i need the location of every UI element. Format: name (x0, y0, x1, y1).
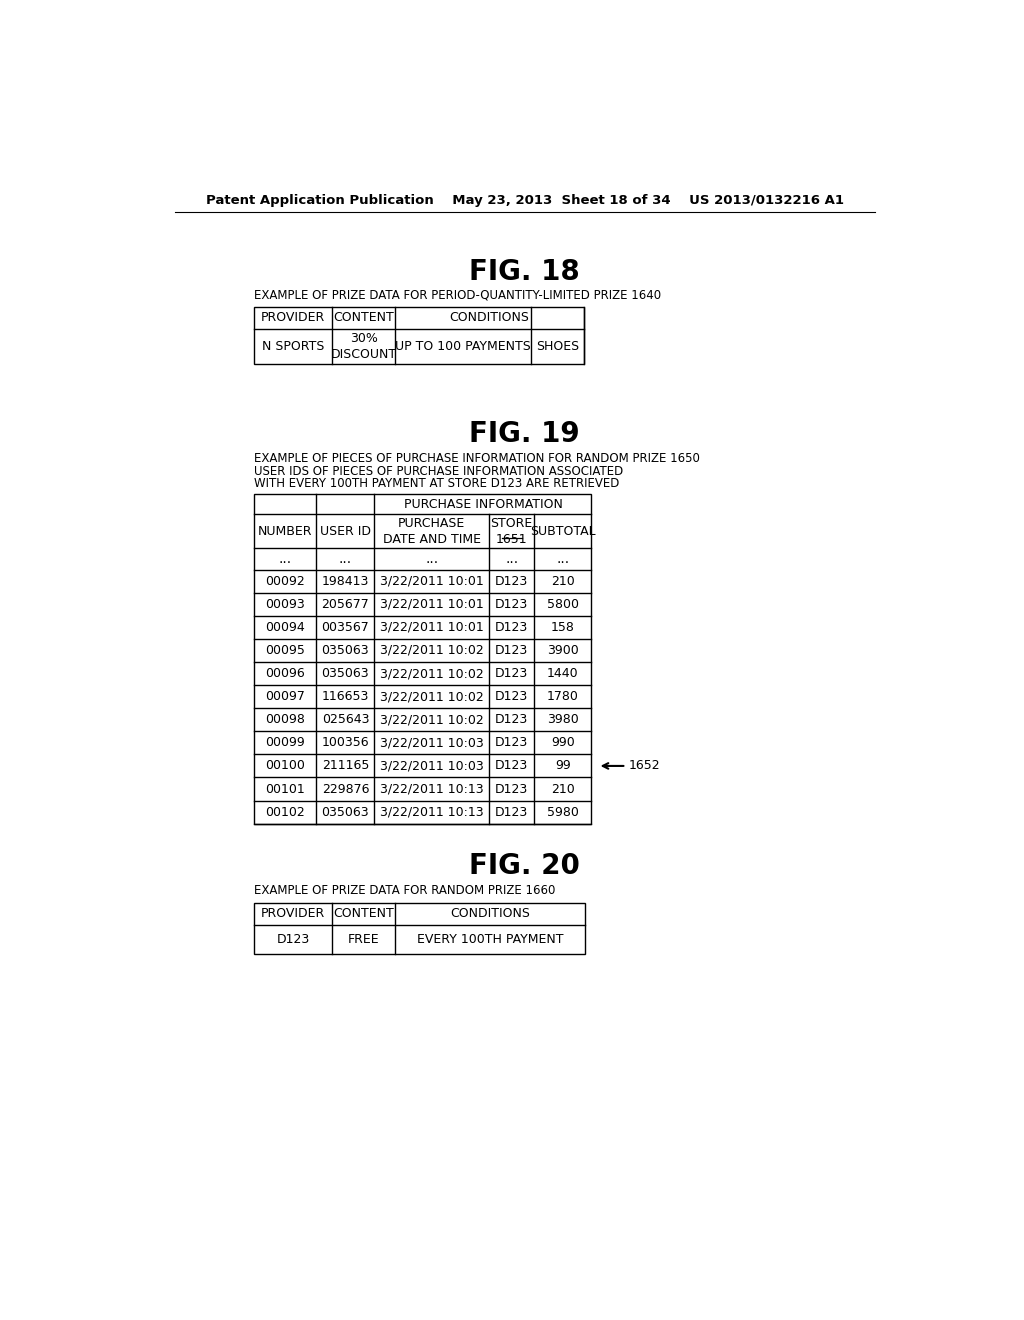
Text: ...: ... (425, 552, 438, 566)
Text: EXAMPLE OF PRIZE DATA FOR PERIOD-QUANTITY-LIMITED PRIZE 1640: EXAMPLE OF PRIZE DATA FOR PERIOD-QUANTIT… (254, 289, 662, 302)
Text: 30%
DISCOUNT: 30% DISCOUNT (331, 331, 396, 360)
Text: 00092: 00092 (265, 574, 305, 587)
Text: D123: D123 (276, 933, 309, 945)
Text: 211165: 211165 (322, 759, 369, 772)
Text: USER IDS OF PIECES OF PURCHASE INFORMATION ASSOCIATED: USER IDS OF PIECES OF PURCHASE INFORMATI… (254, 465, 624, 478)
Text: 00102: 00102 (265, 805, 305, 818)
Text: 3/22/2011 10:02: 3/22/2011 10:02 (380, 644, 483, 657)
Text: EVERY 100TH PAYMENT: EVERY 100TH PAYMENT (417, 933, 563, 945)
Text: 3/22/2011 10:02: 3/22/2011 10:02 (380, 713, 483, 726)
Text: D123: D123 (495, 737, 528, 750)
Text: 3/22/2011 10:13: 3/22/2011 10:13 (380, 805, 483, 818)
Text: D123: D123 (495, 667, 528, 680)
Text: PURCHASE INFORMATION: PURCHASE INFORMATION (403, 498, 562, 511)
Text: 00099: 00099 (265, 737, 305, 750)
Text: D123: D123 (495, 574, 528, 587)
Text: 990: 990 (551, 737, 574, 750)
Bar (254, 308, 584, 364)
Text: 229876: 229876 (322, 783, 369, 796)
Text: FIG. 20: FIG. 20 (469, 851, 581, 880)
Text: 00097: 00097 (265, 690, 305, 704)
Text: 3/22/2011 10:01: 3/22/2011 10:01 (380, 574, 483, 587)
Bar (254, 903, 586, 954)
Text: D123: D123 (495, 759, 528, 772)
Text: PROVIDER: PROVIDER (261, 312, 326, 325)
Text: FIG. 18: FIG. 18 (469, 259, 581, 286)
Text: 210: 210 (551, 783, 574, 796)
Text: 100356: 100356 (322, 737, 370, 750)
Text: ...: ... (339, 552, 352, 566)
Text: 3900: 3900 (547, 644, 579, 657)
Text: 3/22/2011 10:01: 3/22/2011 10:01 (380, 620, 483, 634)
Text: ...: ... (279, 552, 292, 566)
Text: 210: 210 (551, 574, 574, 587)
Text: 00093: 00093 (265, 598, 305, 611)
Text: CONDITIONS: CONDITIONS (451, 907, 530, 920)
Text: D123: D123 (495, 805, 528, 818)
Text: D123: D123 (495, 620, 528, 634)
Text: 025643: 025643 (322, 713, 369, 726)
Text: D123: D123 (495, 783, 528, 796)
Text: D123: D123 (495, 713, 528, 726)
Text: EXAMPLE OF PIECES OF PURCHASE INFORMATION FOR RANDOM PRIZE 1650: EXAMPLE OF PIECES OF PURCHASE INFORMATIO… (254, 453, 700, 465)
Text: 99: 99 (555, 759, 570, 772)
Text: 3/22/2011 10:03: 3/22/2011 10:03 (380, 759, 483, 772)
Text: N SPORTS: N SPORTS (262, 339, 325, 352)
Text: 035063: 035063 (322, 805, 370, 818)
Text: 00101: 00101 (265, 783, 305, 796)
Text: 1440: 1440 (547, 667, 579, 680)
Text: 116653: 116653 (322, 690, 369, 704)
Text: 003567: 003567 (322, 620, 370, 634)
Text: PROVIDER: PROVIDER (261, 907, 326, 920)
Text: 3/22/2011 10:13: 3/22/2011 10:13 (380, 783, 483, 796)
Text: STORE
1651: STORE 1651 (490, 516, 532, 545)
Text: SHOES: SHOES (536, 339, 579, 352)
Text: SUBTOTAL: SUBTOTAL (530, 524, 596, 537)
Text: 00100: 00100 (265, 759, 305, 772)
Text: ...: ... (556, 552, 569, 566)
Text: 1780: 1780 (547, 690, 579, 704)
Text: 205677: 205677 (322, 598, 370, 611)
Text: ...: ... (505, 552, 518, 566)
Text: FIG. 19: FIG. 19 (469, 420, 581, 447)
Text: 5980: 5980 (547, 805, 579, 818)
Text: FREE: FREE (348, 933, 380, 945)
Text: EXAMPLE OF PRIZE DATA FOR RANDOM PRIZE 1660: EXAMPLE OF PRIZE DATA FOR RANDOM PRIZE 1… (254, 884, 556, 898)
Text: D123: D123 (495, 690, 528, 704)
Text: USER ID: USER ID (319, 524, 371, 537)
Text: 3/22/2011 10:01: 3/22/2011 10:01 (380, 598, 483, 611)
Text: WITH EVERY 100TH PAYMENT AT STORE D123 ARE RETRIEVED: WITH EVERY 100TH PAYMENT AT STORE D123 A… (254, 477, 620, 490)
Text: 00094: 00094 (265, 620, 305, 634)
Text: 3/22/2011 10:02: 3/22/2011 10:02 (380, 690, 483, 704)
Text: 3/22/2011 10:03: 3/22/2011 10:03 (380, 737, 483, 750)
Text: 3/22/2011 10:02: 3/22/2011 10:02 (380, 667, 483, 680)
Text: CONTENT: CONTENT (333, 907, 394, 920)
Text: 035063: 035063 (322, 667, 370, 680)
Text: UP TO 100 PAYMENTS: UP TO 100 PAYMENTS (395, 339, 531, 352)
Text: NUMBER: NUMBER (258, 524, 312, 537)
Text: CONDITIONS: CONDITIONS (450, 312, 529, 325)
Text: 00098: 00098 (265, 713, 305, 726)
Text: D123: D123 (495, 644, 528, 657)
Text: 3980: 3980 (547, 713, 579, 726)
Text: 198413: 198413 (322, 574, 369, 587)
Text: 1652: 1652 (629, 759, 660, 772)
Text: CONTENT: CONTENT (333, 312, 394, 325)
Text: D123: D123 (495, 598, 528, 611)
Bar (254, 494, 592, 824)
Text: 035063: 035063 (322, 644, 370, 657)
Text: 00096: 00096 (265, 667, 305, 680)
Text: 5800: 5800 (547, 598, 579, 611)
Text: 00095: 00095 (265, 644, 305, 657)
Text: PURCHASE
DATE AND TIME: PURCHASE DATE AND TIME (383, 516, 481, 545)
Text: 158: 158 (551, 620, 574, 634)
Text: Patent Application Publication    May 23, 2013  Sheet 18 of 34    US 2013/013221: Patent Application Publication May 23, 2… (206, 194, 844, 207)
